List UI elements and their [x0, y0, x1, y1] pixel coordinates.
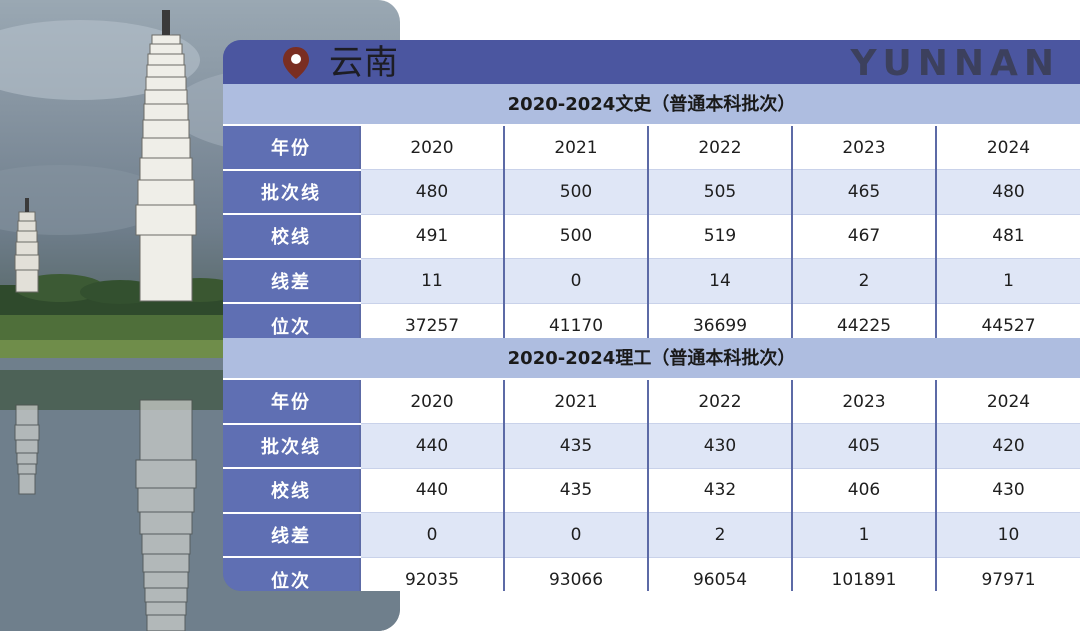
table-row: 线差 0 0 2 1 10 — [223, 512, 1080, 559]
table-cell: 11 — [359, 258, 504, 304]
table-cell: 500 — [503, 214, 648, 260]
section-science: 2020-2024理工（普通本科批次） 年份 2020 2021 2022 2023 20… — [223, 338, 1080, 591]
table-cell: 505 — [647, 169, 792, 215]
table-cell: 405 — [791, 423, 936, 469]
table-row: 年份 2020 2021 2022 2023 2024 — [223, 380, 1080, 425]
table-cell: 2021 — [503, 380, 648, 425]
table-cell: 440 — [359, 423, 504, 469]
table-cell: 480 — [935, 169, 1080, 215]
section-liberal-arts: 2020-2024文史（普通本科批次） 年份 2020 2021 2022 2023 20… — [223, 84, 1080, 349]
table-cell: 430 — [935, 468, 1080, 514]
table-cell: 430 — [647, 423, 792, 469]
table-cell: 481 — [935, 214, 1080, 260]
table-row: 批次线 440 435 430 405 420 — [223, 423, 1080, 470]
table-cell: 467 — [791, 214, 936, 260]
table-cell: 10 — [935, 512, 1080, 558]
row-label: 年份 — [223, 380, 360, 425]
table-cell: 2023 — [791, 126, 936, 171]
table-cell: 101891 — [791, 557, 936, 591]
section-title: 2020-2024文史（普通本科批次） — [223, 84, 1080, 126]
table-cell: 1 — [791, 512, 936, 558]
row-label: 批次线 — [223, 169, 360, 216]
score-panel: 云南 YUNNAN 2020-2024文史（普通本科批次） 年份 2020 2021… — [223, 40, 1080, 591]
table-cell: 519 — [647, 214, 792, 260]
table-cell: 465 — [791, 169, 936, 215]
table-cell: 440 — [359, 468, 504, 514]
panel-header: 云南 YUNNAN — [223, 40, 1080, 84]
table-row: 批次线 480 500 505 465 480 — [223, 169, 1080, 216]
table-cell: 93066 — [503, 557, 648, 591]
table-cell: 420 — [935, 423, 1080, 469]
location-pin-icon — [283, 47, 309, 79]
table-cell: 2 — [791, 258, 936, 304]
row-label: 校线 — [223, 468, 360, 514]
table-row: 校线 491 500 519 467 481 — [223, 214, 1080, 260]
table-cell: 500 — [503, 169, 648, 215]
table-cell: 491 — [359, 214, 504, 260]
province-english-watermark: YUNNAN — [850, 43, 1060, 84]
table-cell: 92035 — [359, 557, 504, 591]
table-row: 线差 11 0 14 2 1 — [223, 258, 1080, 305]
row-label: 批次线 — [223, 423, 360, 470]
table-cell: 96054 — [647, 557, 792, 591]
table-cell: 2021 — [503, 126, 648, 171]
table-cell: 0 — [503, 258, 648, 304]
table-cell: 2024 — [935, 126, 1080, 171]
table-cell: 0 — [503, 512, 648, 558]
table-cell: 432 — [647, 468, 792, 514]
row-label: 年份 — [223, 126, 360, 171]
table-cell: 2020 — [359, 380, 504, 425]
table-cell: 435 — [503, 423, 648, 469]
section-title: 2020-2024理工（普通本科批次） — [223, 338, 1080, 380]
province-title: 云南 — [329, 43, 399, 83]
table-cell: 2020 — [359, 126, 504, 171]
table-row: 校线 440 435 432 406 430 — [223, 468, 1080, 514]
score-table: 年份 2020 2021 2022 2023 2024 批次线 480 500 505 465 480… — [223, 126, 1080, 349]
row-label: 位次 — [223, 557, 360, 591]
table-cell: 2024 — [935, 380, 1080, 425]
row-label: 校线 — [223, 214, 360, 260]
table-cell: 435 — [503, 468, 648, 514]
table-cell: 2 — [647, 512, 792, 558]
table-row: 年份 2020 2021 2022 2023 2024 — [223, 126, 1080, 171]
table-cell: 14 — [647, 258, 792, 304]
row-label: 线差 — [223, 258, 360, 305]
table-cell: 406 — [791, 468, 936, 514]
table-cell: 2022 — [647, 126, 792, 171]
table-cell: 97971 — [935, 557, 1080, 591]
table-cell: 2023 — [791, 380, 936, 425]
table-cell: 480 — [359, 169, 504, 215]
table-cell: 0 — [359, 512, 504, 558]
score-table: 年份 2020 2021 2022 2023 2024 批次线 440 435 430 405 420… — [223, 380, 1080, 591]
table-cell: 1 — [935, 258, 1080, 304]
table-cell: 2022 — [647, 380, 792, 425]
table-row: 位次 92035 93066 96054 101891 97971 — [223, 557, 1080, 591]
row-label: 线差 — [223, 512, 360, 559]
